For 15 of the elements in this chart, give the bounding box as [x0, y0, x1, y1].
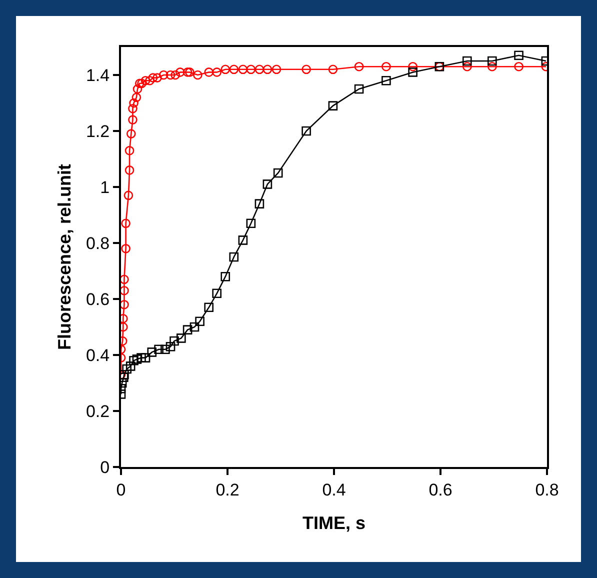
x-tick-label: 0.4 — [322, 480, 346, 500]
y-tick-label: 0 — [100, 458, 110, 477]
y-tick-label: 1 — [100, 178, 110, 197]
y-tick-label: 0.8 — [86, 234, 110, 253]
y-axis-title: Fluorescence, rel.unit — [54, 164, 75, 350]
x-tick-label: 0.8 — [535, 480, 559, 500]
y-tick-label: 0.2 — [86, 402, 110, 421]
y-tick-label: 1.4 — [86, 66, 110, 85]
y-tick-label: 1.2 — [86, 122, 110, 141]
x-tick-label: 0.6 — [428, 480, 452, 500]
x-tick-label: 0 — [116, 480, 126, 500]
y-tick-label: 0.4 — [86, 346, 110, 365]
x-tick-label: 0.2 — [216, 480, 240, 500]
x-axis-title: TIME, s — [302, 513, 366, 533]
y-tick-label: 0.6 — [86, 290, 110, 309]
